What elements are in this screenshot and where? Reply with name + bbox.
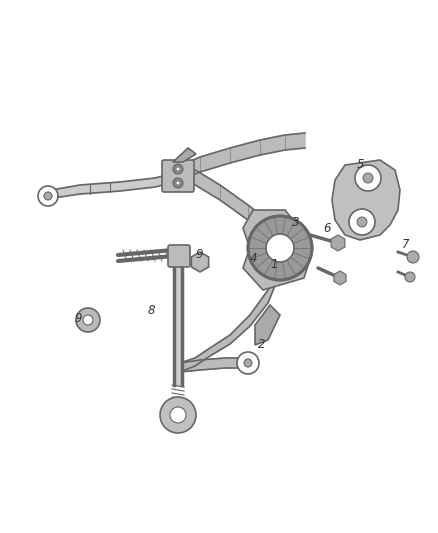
Text: 8: 8 [148,303,155,317]
Polygon shape [175,133,305,183]
Circle shape [173,164,183,174]
Circle shape [176,181,180,185]
Circle shape [407,251,419,263]
Text: 6: 6 [323,222,331,235]
Polygon shape [243,253,312,290]
Polygon shape [40,173,175,200]
Circle shape [244,359,252,367]
Text: 4: 4 [250,252,258,264]
Circle shape [248,216,312,280]
Polygon shape [243,210,312,243]
FancyBboxPatch shape [162,160,194,192]
Polygon shape [180,238,285,372]
Circle shape [357,217,367,227]
Circle shape [83,315,93,325]
Circle shape [76,308,100,332]
FancyBboxPatch shape [168,245,190,267]
Circle shape [266,234,294,262]
Polygon shape [192,168,285,253]
Circle shape [44,192,52,200]
Circle shape [160,397,196,433]
Circle shape [38,186,58,206]
Polygon shape [180,358,250,372]
Text: 7: 7 [402,238,410,251]
Text: 2: 2 [258,338,265,351]
Text: 3: 3 [292,215,300,229]
Circle shape [405,272,415,282]
Polygon shape [255,305,280,345]
Circle shape [349,209,375,235]
Circle shape [363,173,373,183]
Circle shape [173,178,183,188]
Text: 5: 5 [357,158,364,172]
Text: 9: 9 [74,311,81,325]
Polygon shape [332,160,400,240]
Circle shape [176,167,180,171]
Polygon shape [174,261,182,385]
Circle shape [170,407,186,423]
Text: 1: 1 [270,259,278,271]
Circle shape [355,165,381,191]
Circle shape [237,352,259,374]
Text: 9: 9 [195,248,202,262]
Polygon shape [173,148,196,162]
